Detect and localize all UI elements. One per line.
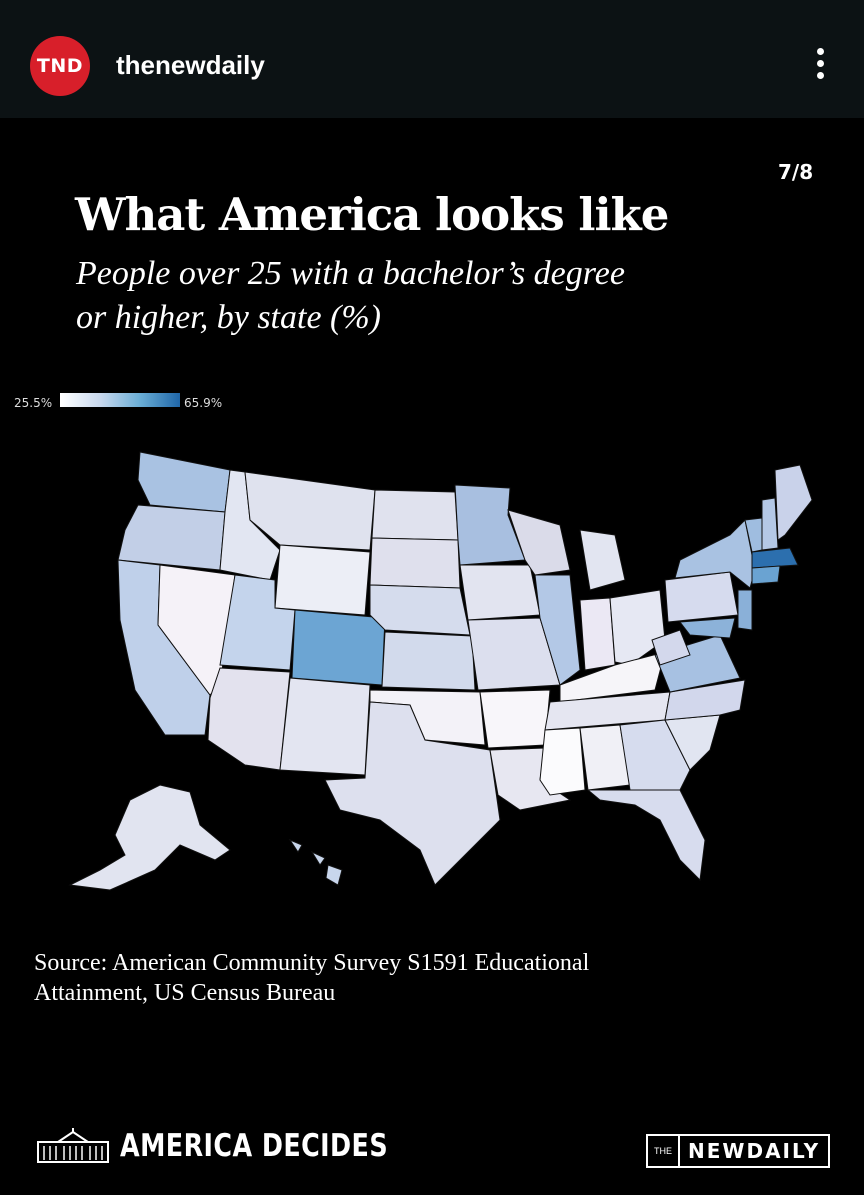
state-nebraska	[369, 584, 471, 636]
state-colorado	[291, 609, 386, 686]
state-new-mexico	[279, 677, 371, 776]
state-mississippi	[539, 727, 586, 796]
state-north-carolina	[664, 679, 746, 721]
state-massachusetts	[751, 547, 799, 569]
logo-the: THE	[648, 1136, 680, 1166]
america-decides-label: AMERICA DECIDES	[120, 1128, 389, 1164]
state-arizona	[207, 667, 291, 771]
avatar[interactable]: TND	[30, 36, 90, 96]
state-north-dakota	[371, 489, 459, 541]
subtitle-line-1: People over 25 with a bachelor’s degree	[76, 255, 625, 292]
state-washington	[137, 451, 231, 513]
subtitle-line-2: or higher, by state (%)	[76, 299, 382, 336]
logo-newdaily: NEWDAILY	[688, 1139, 821, 1163]
us-choropleth-map	[68, 451, 813, 891]
source-line-1: Source: American Community Survey S1591 …	[34, 950, 590, 976]
state-montana	[244, 471, 376, 551]
page-title: What America looks like	[75, 188, 669, 241]
state-michigan	[579, 529, 626, 591]
username[interactable]: thenewdaily	[116, 50, 265, 80]
state-indiana	[579, 597, 616, 671]
state-ohio	[609, 589, 666, 666]
page-subtitle: People over 25 with a bachelor’s degree …	[76, 252, 776, 340]
state-iowa	[459, 564, 541, 621]
state-kentucky	[559, 651, 666, 703]
state-texas	[324, 701, 501, 886]
state-maryland	[679, 617, 736, 639]
state-georgia	[619, 719, 691, 791]
legend-min-label: 25.5%	[14, 396, 53, 410]
state-new-jersey	[737, 589, 753, 631]
more-options-icon[interactable]	[808, 48, 832, 88]
state-arkansas	[479, 689, 551, 749]
state-florida	[586, 789, 706, 882]
legend-max-label: 65.9%	[184, 396, 223, 410]
state-connecticut	[751, 565, 781, 585]
newdaily-logo: THE NEWDAILY	[646, 1134, 830, 1168]
state-kansas	[381, 631, 476, 691]
state-oregon	[117, 504, 226, 571]
state-new-hampshire	[761, 497, 779, 551]
state-south-dakota	[369, 537, 461, 589]
state-alaska	[68, 784, 231, 891]
avatar-text: TND	[36, 55, 84, 77]
state-wisconsin	[507, 509, 571, 576]
state-pennsylvania	[664, 571, 739, 623]
source-note: Source: American Community Survey S1591 …	[34, 948, 734, 1008]
state-west-virginia	[651, 629, 691, 666]
source-line-2: Attainment, US Census Bureau	[34, 980, 336, 1006]
state-wyoming	[274, 544, 371, 616]
state-illinois	[534, 574, 581, 686]
slide-counter: 7/8	[778, 160, 814, 184]
state-maine	[774, 464, 813, 541]
post-header: TND thenewdaily	[0, 0, 864, 118]
america-decides-brand: AMERICA DECIDES	[36, 1128, 447, 1164]
legend-gradient-bar	[60, 393, 180, 407]
state-hawaii	[288, 838, 343, 886]
white-house-icon	[37, 1128, 109, 1163]
